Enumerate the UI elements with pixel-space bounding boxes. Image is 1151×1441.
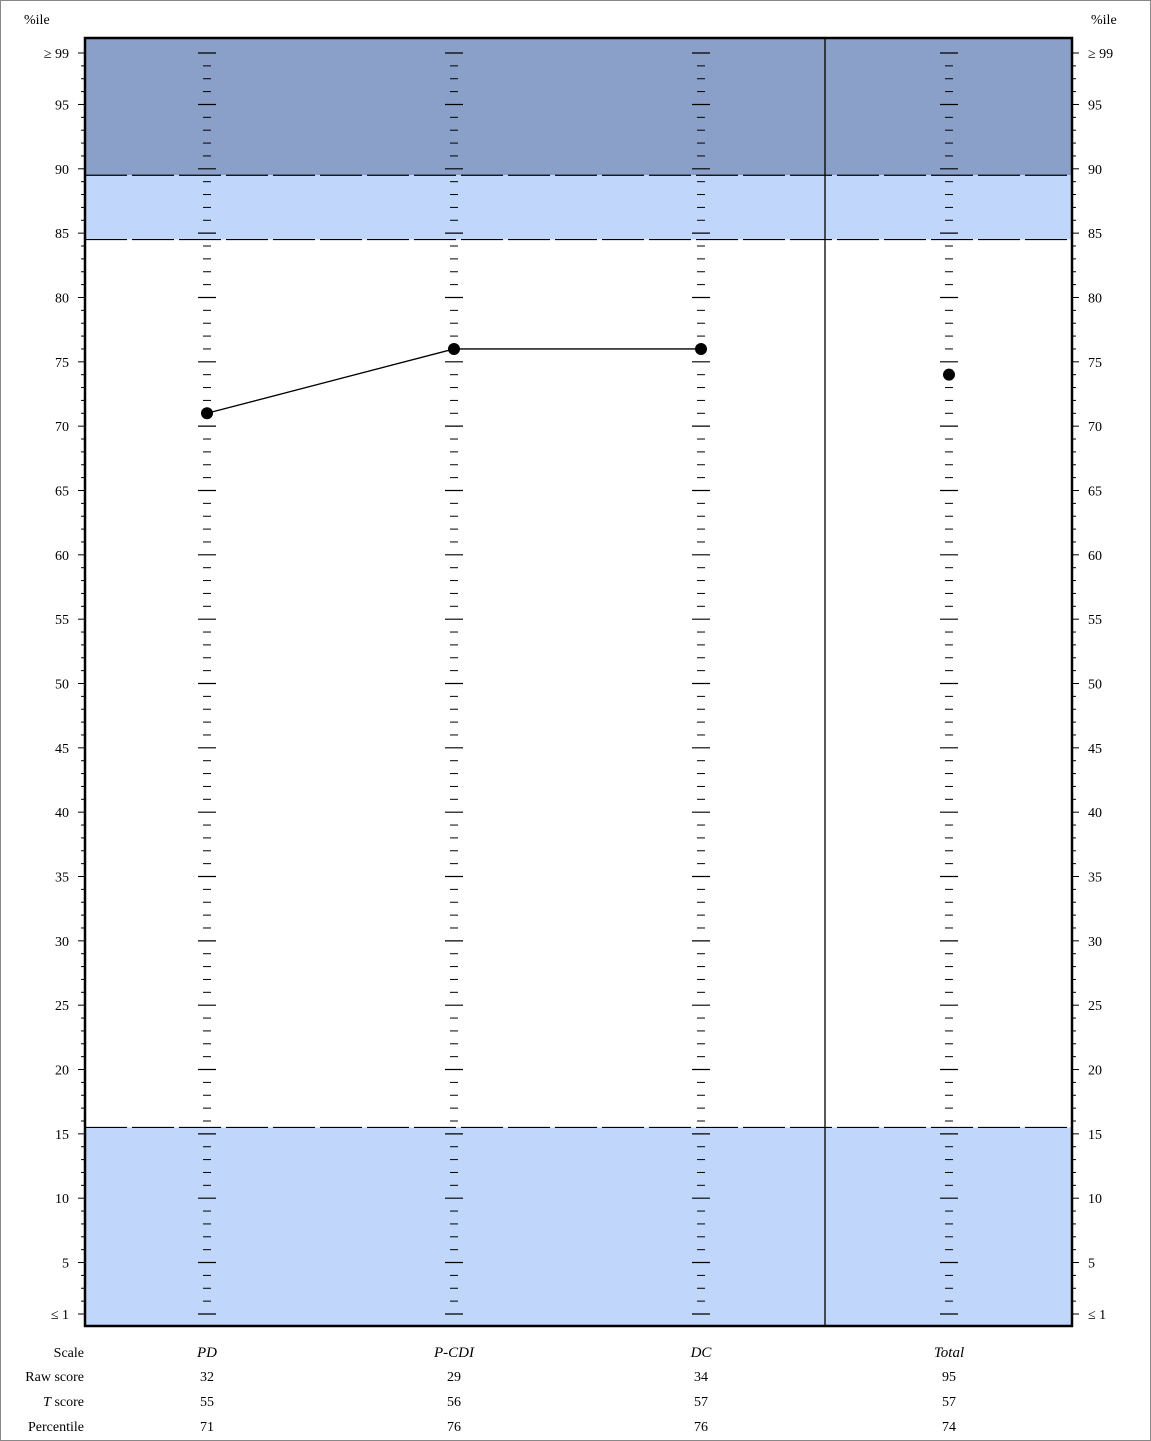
raw-score-total: 95	[942, 1370, 956, 1385]
percentile-total: 74	[942, 1420, 956, 1435]
band-0	[85, 38, 1072, 176]
right-tick-label: 20	[1088, 1064, 1102, 1079]
right-tick-label: 60	[1088, 549, 1102, 564]
left-tick-label: 10	[55, 1192, 69, 1207]
right-tick-label: 85	[1088, 227, 1102, 242]
left-tick-label: 45	[55, 742, 69, 757]
t-score-dc: 57	[694, 1395, 708, 1410]
data-point-p-cdi	[448, 342, 460, 355]
y-axes: ≥ 99 ≥ 99 95 95 90 90 85 85 80 80 75 75 70 70 65 65 60 60…	[44, 47, 1113, 1323]
left-tick-label: 85	[55, 227, 69, 242]
percentile-p-cdi: 76	[447, 1420, 461, 1435]
data-point-pd	[201, 407, 213, 420]
right-tick-label: 30	[1088, 935, 1102, 950]
left-tick-label: 35	[55, 871, 69, 886]
t-letter: T	[43, 1395, 52, 1410]
left-tick-label: 80	[55, 291, 69, 306]
y-axis-label-left: %ile	[24, 13, 50, 28]
left-tick-label: 5	[62, 1257, 69, 1272]
percentile-series	[201, 342, 955, 420]
right-tick-label: 70	[1088, 420, 1102, 435]
y-axis-label-right: %ile	[1091, 13, 1117, 28]
score-table: Scale Raw score T score Percentile PD 32 5…	[25, 1345, 964, 1435]
right-tick-label: 90	[1088, 163, 1102, 178]
scale-name-pd: PD	[196, 1345, 217, 1361]
right-tick-label: 15	[1088, 1128, 1102, 1143]
band-1	[85, 175, 1072, 240]
left-tick-label: 75	[55, 356, 69, 371]
right-tick-label: 50	[1088, 678, 1102, 693]
data-point-dc	[695, 342, 707, 355]
t-score-suffix: score	[51, 1395, 84, 1410]
left-tick-label: 65	[55, 484, 69, 499]
scale-name-dc: DC	[690, 1345, 713, 1361]
left-tick-label: ≥ 99	[44, 47, 69, 62]
right-tick-label: 95	[1088, 98, 1102, 113]
left-tick-label: 20	[55, 1064, 69, 1079]
right-tick-label: 65	[1088, 484, 1102, 499]
left-tick-label: 15	[55, 1128, 69, 1143]
left-tick-label: 30	[55, 935, 69, 950]
raw-score-dc: 34	[694, 1370, 708, 1385]
right-tick-label: 5	[1088, 1257, 1095, 1272]
right-tick-label: 45	[1088, 742, 1102, 757]
left-tick-label: 50	[55, 678, 69, 693]
left-tick-label: 25	[55, 999, 69, 1014]
right-tick-label: 35	[1088, 871, 1102, 886]
right-tick-label: 80	[1088, 291, 1102, 306]
scale-name-p-cdi: P-CDI	[433, 1345, 475, 1361]
percentile-dc: 76	[694, 1420, 708, 1435]
scale-tick-columns	[198, 52, 958, 1315]
scale-name-total: Total	[934, 1345, 964, 1361]
raw-score-p-cdi: 29	[447, 1370, 461, 1385]
t-score-p-cdi: 56	[447, 1395, 461, 1410]
left-tick-label: 95	[55, 98, 69, 113]
right-tick-label: 25	[1088, 999, 1102, 1014]
row-label-scale: Scale	[54, 1346, 84, 1361]
left-tick-label: ≤ 1	[51, 1308, 69, 1323]
data-point-total	[943, 368, 955, 381]
left-tick-label: 55	[55, 613, 69, 628]
row-label-raw-score: Raw score	[25, 1370, 84, 1385]
plot-border	[83, 36, 1074, 1328]
range-bands	[85, 38, 1072, 1326]
row-label-percentile: Percentile	[28, 1420, 84, 1435]
right-tick-label: 55	[1088, 613, 1102, 628]
left-tick-label: 90	[55, 163, 69, 178]
right-tick-label: ≤ 1	[1088, 1308, 1106, 1323]
raw-score-pd: 32	[200, 1370, 214, 1385]
row-label-t-score: T score	[43, 1395, 84, 1410]
band-2	[85, 1127, 1072, 1326]
cutoff-lines	[85, 174, 1072, 1129]
left-tick-label: 70	[55, 420, 69, 435]
percentile-pd: 71	[200, 1420, 214, 1435]
left-tick-label: 40	[55, 806, 69, 821]
right-tick-label: 40	[1088, 806, 1102, 821]
right-tick-label: 10	[1088, 1192, 1102, 1207]
t-score-pd: 55	[200, 1395, 214, 1410]
t-score-total: 57	[942, 1395, 956, 1410]
right-tick-label: 75	[1088, 356, 1102, 371]
left-tick-label: 60	[55, 549, 69, 564]
right-tick-label: ≥ 99	[1088, 47, 1113, 62]
